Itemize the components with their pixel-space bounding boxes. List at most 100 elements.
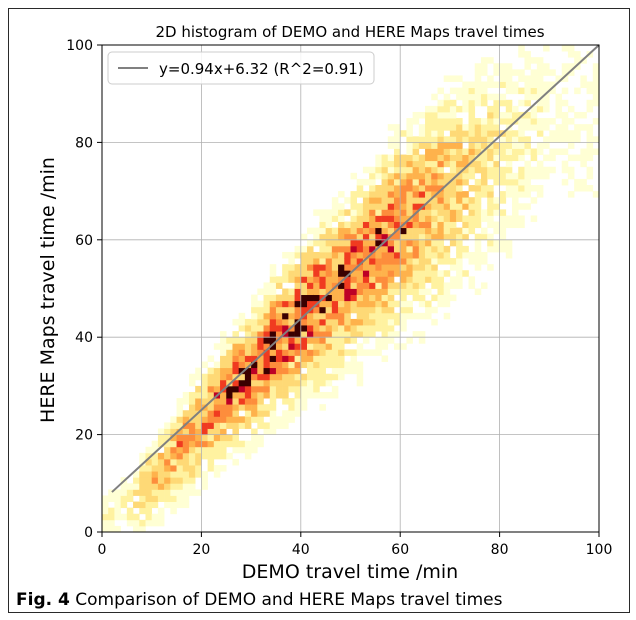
histogram-cell — [449, 172, 457, 180]
histogram-cell — [195, 398, 202, 405]
histogram-cell — [437, 130, 444, 137]
histogram-cell — [164, 483, 171, 490]
histogram-cell — [586, 81, 594, 89]
histogram-cell — [393, 172, 401, 180]
histogram-cell — [574, 111, 581, 119]
histogram-cell — [400, 300, 407, 308]
chart-title: 2D histogram of DEMO and HERE Maps trave… — [155, 23, 544, 41]
histogram-cell — [536, 185, 544, 192]
histogram-cell — [393, 331, 401, 338]
histogram-cell — [275, 355, 283, 362]
histogram-cell — [449, 124, 457, 131]
histogram-cell — [226, 343, 233, 350]
histogram-cell — [437, 215, 444, 222]
histogram-cell — [232, 361, 239, 369]
histogram-cell — [431, 203, 438, 210]
histogram-cell — [468, 105, 476, 113]
histogram-cell — [251, 434, 258, 442]
histogram-cell — [294, 385, 302, 393]
histogram-cell — [400, 325, 407, 332]
histogram-cell — [282, 312, 289, 320]
histogram-cell — [443, 233, 451, 241]
histogram-cell — [468, 276, 476, 283]
histogram-cell — [325, 349, 333, 356]
histogram-cell — [462, 245, 469, 253]
histogram-cell — [518, 75, 525, 82]
histogram-cell — [356, 282, 364, 289]
histogram-cell — [313, 349, 320, 356]
histogram-cell — [443, 300, 451, 308]
histogram-cell — [456, 124, 463, 131]
histogram-cell — [369, 300, 376, 308]
histogram-cell — [369, 227, 376, 235]
histogram-cell — [381, 276, 389, 283]
histogram-cell — [555, 111, 563, 119]
histogram-cell — [319, 209, 326, 216]
histogram-cell — [412, 148, 420, 155]
histogram-cell — [375, 154, 382, 162]
histogram-cell — [518, 51, 525, 58]
histogram-cell — [145, 483, 152, 490]
histogram-cell — [456, 276, 463, 283]
histogram-cell — [313, 251, 320, 259]
histogram-cell — [176, 477, 184, 484]
histogram-cell — [375, 264, 382, 271]
histogram-cell — [524, 172, 531, 180]
histogram-cell — [443, 75, 451, 82]
histogram-cell — [387, 258, 395, 265]
histogram-cell — [425, 172, 432, 180]
histogram-cell — [549, 148, 556, 155]
histogram-cell — [499, 221, 507, 229]
histogram-cell — [362, 227, 370, 235]
histogram-cell — [325, 282, 333, 289]
histogram-cell — [406, 288, 413, 296]
histogram-cell — [462, 221, 469, 229]
histogram-cell — [350, 215, 358, 222]
histogram-cell — [102, 495, 109, 502]
histogram-cell — [275, 294, 283, 302]
histogram-cell — [356, 373, 364, 381]
histogram-cell — [412, 270, 420, 277]
histogram-cell — [375, 215, 382, 222]
histogram-cell — [331, 325, 339, 332]
histogram-cell — [325, 361, 333, 369]
histogram-cell — [393, 264, 401, 271]
histogram-cell — [474, 81, 482, 89]
histogram-cell — [512, 111, 519, 119]
histogram-cell — [350, 203, 358, 210]
histogram-cell — [524, 75, 531, 82]
histogram-cell — [412, 118, 420, 125]
histogram-cell — [443, 136, 451, 143]
histogram-cell — [462, 81, 469, 89]
histogram-cell — [226, 385, 233, 393]
histogram-cell — [325, 337, 333, 344]
histogram-cell — [282, 294, 289, 302]
histogram-cell — [188, 477, 196, 484]
histogram-cell — [319, 300, 326, 308]
y-tick-label: 20 — [75, 428, 93, 444]
histogram-cell — [443, 251, 451, 259]
histogram-cell — [344, 258, 351, 265]
histogram-cell — [251, 367, 258, 375]
caption-label: Fig. 4 — [16, 590, 70, 610]
histogram-cell — [170, 428, 177, 436]
histogram-cell — [325, 391, 333, 399]
histogram-cell — [493, 209, 500, 216]
histogram-cell — [307, 251, 314, 259]
histogram-cell — [406, 276, 413, 283]
histogram-cell — [251, 428, 258, 436]
histogram-cell — [580, 185, 587, 192]
histogram-cell — [381, 294, 389, 302]
histogram-cell — [592, 148, 600, 155]
histogram-cell — [375, 300, 382, 308]
histogram-cell — [462, 215, 469, 222]
histogram-cell — [406, 282, 413, 289]
histogram-cell — [362, 203, 370, 210]
histogram-cell — [300, 385, 308, 393]
histogram-cell — [232, 428, 239, 436]
histogram-cell — [232, 391, 239, 399]
histogram-cell — [468, 142, 476, 149]
histogram-cell — [170, 458, 177, 466]
histogram-cell — [437, 105, 444, 113]
histogram-cell — [282, 343, 289, 350]
